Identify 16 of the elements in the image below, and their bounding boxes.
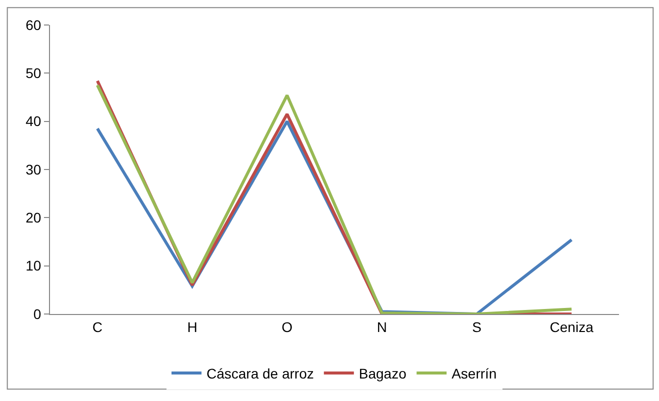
y-tick-label: 50 <box>26 65 42 82</box>
x-tick-label: H <box>187 318 198 335</box>
x-tick-label: Ceniza <box>550 318 594 335</box>
x-tick-label: S <box>472 318 482 335</box>
x-tick-label: C <box>92 318 102 335</box>
y-tick-label: 40 <box>26 113 42 130</box>
y-tick-label: 10 <box>26 258 42 274</box>
y-tick-label: 30 <box>26 161 42 178</box>
y-tick-label: 20 <box>26 210 42 226</box>
legend-label: Cáscara de arroz <box>206 365 314 382</box>
y-tick-label: 0 <box>33 306 42 322</box>
legend-label: Bagazo <box>358 365 407 382</box>
x-tick-label: N <box>376 318 387 335</box>
y-tick-label: 60 <box>26 16 42 33</box>
legend-label: Aserrín <box>452 365 497 382</box>
x-tick-label: O <box>282 318 293 335</box>
